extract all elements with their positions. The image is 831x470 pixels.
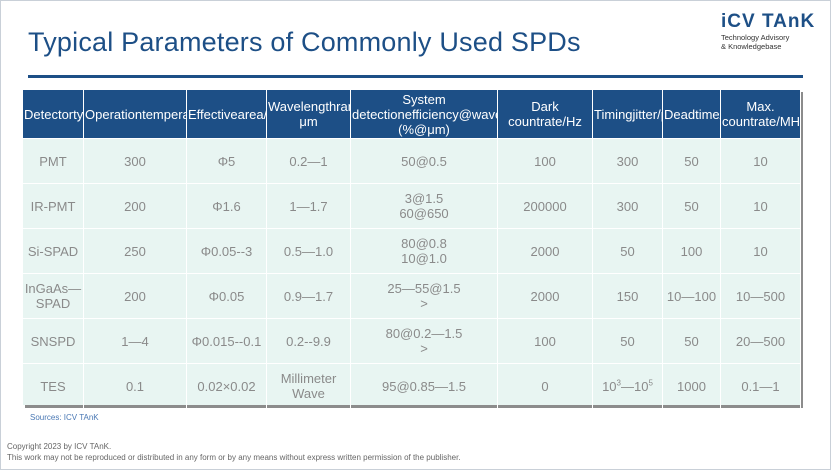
cell-efficiency: 50@0.5 [350, 138, 498, 184]
cell-detector-type: InGaAs— SPAD [22, 273, 84, 319]
table-row: IR-PMT 200 Φ1.6 1—1.7 3@1.5 60@650 200000… [22, 183, 801, 229]
cell-temperature: 200 [83, 273, 187, 319]
column-header: Wavelengthrange/μm [266, 89, 351, 139]
cell-detector-type: IR-PMT [22, 183, 84, 229]
cell-dead-time: 10—100 [662, 273, 721, 319]
cell-wavelength: 0.2—1 [266, 138, 351, 184]
column-header: Effectivearea/mm [186, 89, 267, 139]
cell-wavelength: 0.5—1.0 [266, 228, 351, 274]
cell-wavelength: 0.2--9.9 [266, 318, 351, 364]
title-rule [28, 75, 803, 78]
cell-wavelength: Millimeter Wave [266, 363, 351, 409]
cell-area: Φ1.6 [186, 183, 267, 229]
cell-temperature: 300 [83, 138, 187, 184]
cell-jitter: 300 [592, 183, 663, 229]
page-title: Typical Parameters of Commonly Used SPDs [28, 27, 581, 57]
cell-detector-type: TES [22, 363, 84, 409]
cell-jitter: 150 [592, 273, 663, 319]
logo-tagline: & Knowledgebase [721, 42, 782, 51]
copyright-notice: Copyright 2023 by ICV TAnK. This work ma… [7, 442, 461, 462]
cell-max-rate: 10 [720, 138, 801, 184]
cell-temperature: 250 [83, 228, 187, 274]
cell-jitter: 50 [592, 228, 663, 274]
logo-mark: iCV TAnK [721, 11, 816, 32]
cell-max-rate: 10 [720, 183, 801, 229]
cell-detector-type: PMT [22, 138, 84, 184]
cell-max-rate: 10 [720, 228, 801, 274]
cell-area: 0.02×0.02 [186, 363, 267, 409]
cell-detector-type: Si-SPAD [22, 228, 84, 274]
cell-dead-time: 100 [662, 228, 721, 274]
cell-jitter: 300 [592, 138, 663, 184]
cell-efficiency: 3@1.5 60@650 [350, 183, 498, 229]
cell-dark-count: 100 [497, 318, 593, 364]
cell-area: Φ5 [186, 138, 267, 184]
cell-area: Φ0.05--3 [186, 228, 267, 274]
column-header: Timingjitter/ps [592, 89, 663, 139]
table-row: PMT 300 Φ5 0.2—1 50@0.5 100 300 50 10 [22, 138, 801, 184]
cell-dead-time: 50 [662, 138, 721, 184]
source-note: Sources: ICV TAnK [30, 413, 99, 422]
cell-dark-count: 0 [497, 363, 593, 409]
cell-dark-count: 200000 [497, 183, 593, 229]
brand-logo: iCV TAnK Technology Advisory & Knowledge… [721, 11, 825, 51]
cell-temperature: 0.1 [83, 363, 187, 409]
cell-dead-time: 50 [662, 318, 721, 364]
cell-area: Φ0.015--0.1 [186, 318, 267, 364]
cell-max-rate: 0.1—1 [720, 363, 801, 409]
cell-wavelength: 0.9—1.7 [266, 273, 351, 319]
logo-tagline: Technology Advisory [721, 33, 790, 42]
table-header-row: Detectortype Operationtemperature/K Effe… [22, 89, 801, 139]
cell-efficiency: 95@0.85—1.5 [350, 363, 498, 409]
cell-dead-time: 50 [662, 183, 721, 229]
cell-area: Φ0.05 [186, 273, 267, 319]
cell-temperature: 200 [83, 183, 187, 229]
cell-max-rate: 10—500 [720, 273, 801, 319]
table-row: InGaAs— SPAD 200 Φ0.05 0.9—1.7 25—55@1.5 >… [22, 273, 801, 319]
cell-efficiency: 25—55@1.5 > [350, 273, 498, 319]
table-row: TES 0.1 0.02×0.02 Millimeter Wave 95@0.85… [22, 363, 801, 409]
table-row: SNSPD 1—4 Φ0.015--0.1 0.2--9.9 80@0.2—1.… [22, 318, 801, 364]
cell-max-rate: 20—500 [720, 318, 801, 364]
cell-temperature: 1—4 [83, 318, 187, 364]
cell-dead-time: 1000 [662, 363, 721, 409]
cell-dark-count: 2000 [497, 273, 593, 319]
cell-jitter: 103—105 [592, 363, 663, 409]
cell-wavelength: 1—1.7 [266, 183, 351, 229]
cell-dark-count: 100 [497, 138, 593, 184]
column-header: Detectortype [22, 89, 84, 139]
column-header: Max. countrate/MHz [720, 89, 801, 139]
column-header: Operationtemperature/K [83, 89, 187, 139]
spd-parameters-table: Detectortype Operationtemperature/K Effe… [22, 89, 801, 409]
column-header: Deadtime/ns [662, 89, 721, 139]
column-header: System detectionefficiency@wavelength/ (… [350, 89, 498, 139]
cell-dark-count: 2000 [497, 228, 593, 274]
column-header: Dark countrate/Hz [497, 89, 593, 139]
cell-jitter: 50 [592, 318, 663, 364]
cell-detector-type: SNSPD [22, 318, 84, 364]
cell-efficiency: 80@0.8 10@1.0 [350, 228, 498, 274]
table-row: Si-SPAD 250 Φ0.05--3 0.5—1.0 80@0.8 10@1.… [22, 228, 801, 274]
cell-efficiency: 80@0.2—1.5 > [350, 318, 498, 364]
